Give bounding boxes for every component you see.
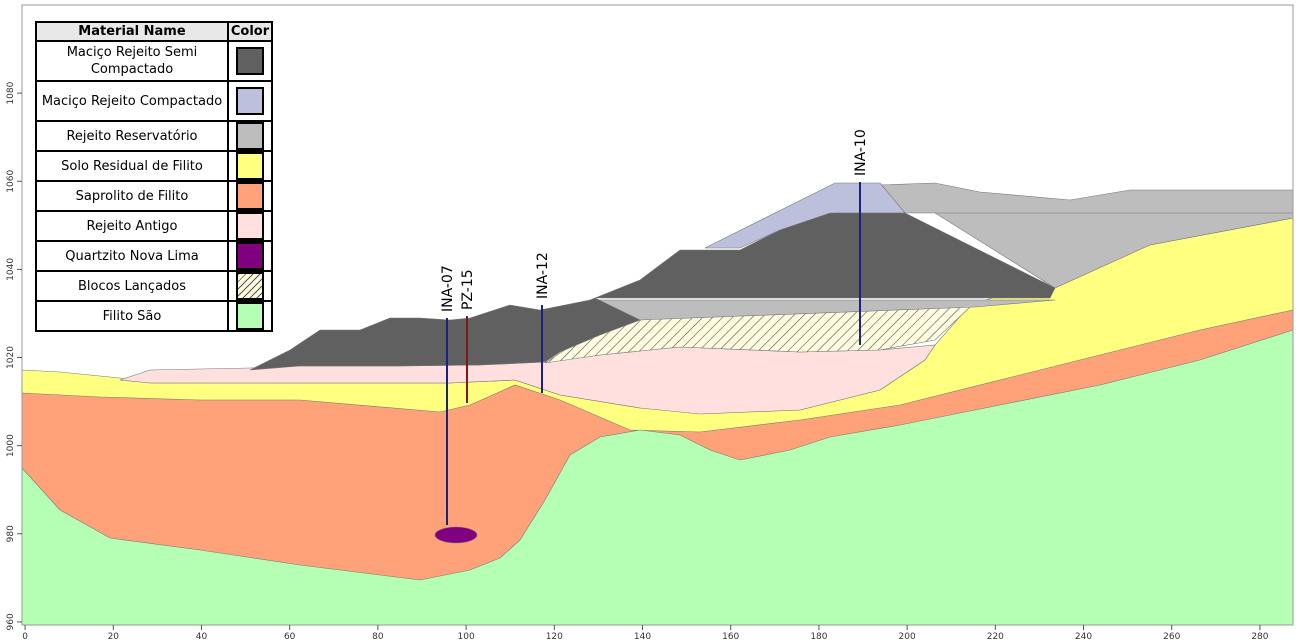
x-tick-label: 20 (108, 632, 120, 642)
legend-row: Blocos Lançados (35, 270, 273, 302)
material-region (249, 212, 1056, 371)
legend: Material Name Color Maciço Rejeito Semi C… (35, 21, 273, 332)
material-color (227, 180, 273, 212)
y-tick-label: 1020 (6, 346, 16, 369)
color-swatch (236, 302, 264, 330)
legend-header: Material Name (35, 21, 229, 42)
legend-row: Filito São (35, 300, 273, 332)
color-swatch (236, 87, 264, 115)
legend-header: Color (227, 21, 273, 42)
material-color (227, 240, 273, 272)
color-swatch (236, 47, 264, 75)
legend-row: Maciço Rejeito Compactado (35, 80, 273, 122)
legend-row: Quartzito Nova Lima (35, 240, 273, 272)
y-tick-label: 1080 (6, 81, 16, 104)
color-swatch (236, 212, 264, 240)
instrument-label: PZ-15 (460, 269, 476, 310)
x-tick-label: 100 (458, 632, 475, 642)
material-region (21, 329, 1294, 626)
material-color (227, 150, 273, 182)
x-tick-label: 60 (284, 632, 296, 642)
y-tick-label: 960 (6, 613, 16, 630)
material-name: Maciço Rejeito Semi Compactado (35, 40, 229, 82)
material-color (227, 120, 273, 152)
y-tick-label: 1000 (6, 434, 16, 457)
material-name: Filito São (35, 300, 229, 332)
instrument-label: INA-10 (853, 129, 869, 176)
material-color (227, 270, 273, 302)
y-tick-label: 980 (6, 525, 16, 542)
material-name: Saprolito de Filito (35, 180, 229, 212)
x-tick-label: 140 (634, 632, 651, 642)
material-color (227, 40, 273, 82)
material-name: Rejeito Antigo (35, 210, 229, 242)
x-tick-label: 200 (899, 632, 916, 642)
y-tick-label: 1040 (6, 258, 16, 281)
layers (21, 182, 1294, 626)
x-tick-label: 40 (196, 632, 208, 642)
color-swatch (236, 152, 264, 180)
legend-row: Saprolito de Filito (35, 180, 273, 212)
material-color (227, 80, 273, 122)
legend-row: Rejeito Antigo (35, 210, 273, 242)
y-tick-label: 1060 (6, 170, 16, 193)
color-swatch (236, 272, 264, 300)
instrument-label: INA-12 (535, 252, 551, 299)
color-swatch (236, 122, 264, 150)
color-swatch (236, 182, 264, 210)
material-name: Quartzito Nova Lima (35, 240, 229, 272)
color-swatch (236, 242, 264, 270)
material-name: Solo Residual de Filito (35, 150, 229, 182)
material-color (227, 210, 273, 242)
x-tick-label: 280 (1251, 632, 1268, 642)
legend-row: Rejeito Reservatório (35, 120, 273, 152)
material-region (434, 526, 478, 544)
x-tick-label: 120 (546, 632, 563, 642)
material-color (227, 300, 273, 332)
legend-row: Maciço Rejeito Semi Compactado (35, 40, 273, 82)
x-tick-label: 160 (722, 632, 739, 642)
material-name: Maciço Rejeito Compactado (35, 80, 229, 122)
material-name: Rejeito Reservatório (35, 120, 229, 152)
frame (21, 4, 1294, 626)
instrument-label: INA-07 (440, 265, 456, 312)
x-tick-label: 240 (1075, 632, 1092, 642)
material-name: Blocos Lançados (35, 270, 229, 302)
x-tick-label: 260 (1163, 632, 1180, 642)
x-tick-label: 80 (372, 632, 384, 642)
x-tick-label: 0 (22, 632, 28, 642)
x-tick-label: 180 (810, 632, 827, 642)
x-tick-label: 220 (987, 632, 1004, 642)
legend-row: Solo Residual de Filito (35, 150, 273, 182)
